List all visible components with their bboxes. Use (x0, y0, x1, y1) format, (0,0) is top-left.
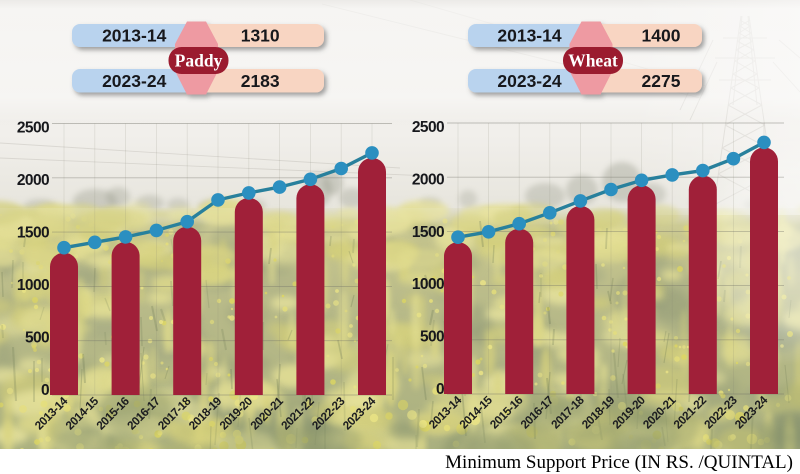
svg-text:2275: 2275 (642, 71, 681, 91)
svg-text:2023-24: 2023-24 (497, 71, 561, 91)
svg-text:0: 0 (41, 382, 49, 399)
svg-text:1000: 1000 (17, 277, 49, 294)
svg-text:1000: 1000 (412, 276, 444, 293)
svg-text:2000: 2000 (412, 171, 444, 188)
svg-text:1310: 1310 (241, 26, 280, 46)
svg-text:2000: 2000 (17, 172, 49, 189)
svg-text:2013-14: 2013-14 (102, 26, 166, 46)
svg-text:1400: 1400 (642, 26, 681, 46)
svg-text:0: 0 (436, 381, 444, 398)
svg-text:2013-14: 2013-14 (497, 26, 561, 46)
svg-text:Paddy: Paddy (175, 51, 223, 71)
svg-text:2183: 2183 (241, 71, 280, 91)
svg-text:500: 500 (25, 330, 49, 347)
svg-text:2500: 2500 (17, 120, 49, 137)
svg-text:Wheat: Wheat (568, 51, 618, 71)
svg-text:500: 500 (420, 329, 444, 346)
svg-text:2023-24: 2023-24 (102, 71, 166, 91)
svg-text:1500: 1500 (412, 224, 444, 241)
svg-text:1500: 1500 (17, 225, 49, 242)
svg-text:2500: 2500 (412, 119, 444, 136)
svg-text:Minimum Support Price (IN RS.: Minimum Support Price (IN RS. /QUINTAL) (445, 452, 793, 473)
